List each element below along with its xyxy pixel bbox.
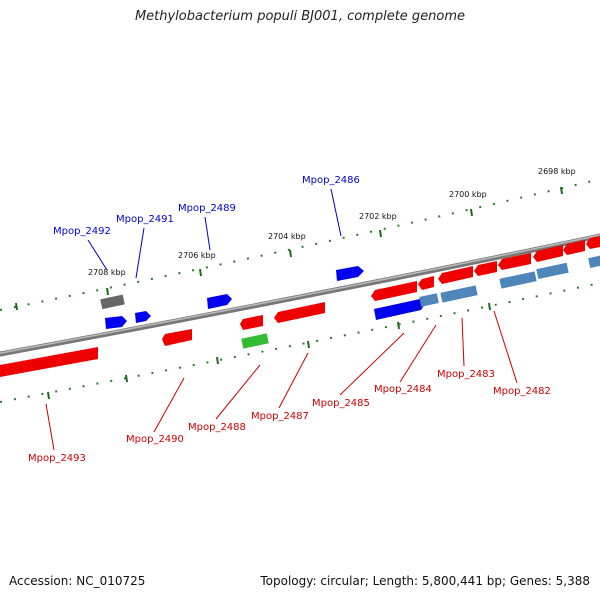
bottom-leaders <box>45 310 518 451</box>
gene-label-mpop-2490[interactable]: Mpop_2490 <box>126 434 184 445</box>
gene-label-mpop-2493[interactable]: Mpop_2493 <box>28 453 86 464</box>
gene-label-mpop-2492[interactable]: Mpop_2492 <box>53 226 111 237</box>
gene-label-mpop-2483[interactable]: Mpop_2483 <box>437 369 495 380</box>
tick-label-2698: 2698 kbp <box>538 167 576 176</box>
gene-reverse[interactable] <box>498 253 531 270</box>
tick-label-2702: 2702 kbp <box>359 212 397 221</box>
gene-other[interactable] <box>588 254 600 268</box>
other-genes <box>419 254 600 307</box>
gene-reverse[interactable] <box>371 281 417 301</box>
reverse-genes <box>0 235 600 377</box>
forward-genes <box>100 266 425 329</box>
scale-track-inner <box>0 282 600 403</box>
gene-label-mpop-2489[interactable]: Mpop_2489 <box>178 203 236 214</box>
gene-label-mpop-2485[interactable]: Mpop_2485 <box>312 398 370 409</box>
gene-reverse[interactable] <box>418 276 434 290</box>
top-leaders <box>87 188 342 279</box>
gene-reverse[interactable] <box>586 235 600 249</box>
gene-other[interactable] <box>419 293 439 307</box>
gene-other[interactable] <box>536 262 569 280</box>
gene-label-mpop-2484[interactable]: Mpop_2484 <box>374 384 432 395</box>
gene-forward[interactable] <box>374 299 425 320</box>
gene-rna[interactable] <box>241 333 269 349</box>
tick-label-2708: 2708 kbp <box>88 268 126 277</box>
gene-reverse[interactable] <box>438 266 473 284</box>
gene-reverse[interactable] <box>162 329 192 346</box>
gene-label-mpop-2487[interactable]: Mpop_2487 <box>251 411 309 422</box>
gene-reverse[interactable] <box>563 240 585 255</box>
gene-reverse[interactable] <box>533 245 563 262</box>
gene-other[interactable] <box>499 271 537 289</box>
genome-summary: Topology: circular; Length: 5,800,441 bp… <box>260 574 590 588</box>
gene-forward[interactable] <box>336 266 364 281</box>
gene-reverse[interactable] <box>274 302 325 323</box>
map-title: Methylobacterium populi BJ001, complete … <box>134 9 466 24</box>
tick-label-2706: 2706 kbp <box>178 251 216 260</box>
tick-label-2700: 2700 kbp <box>449 190 487 199</box>
gene-label-mpop-2488[interactable]: Mpop_2488 <box>188 422 246 433</box>
gene-other[interactable] <box>440 285 478 303</box>
scale-track-outer <box>0 178 600 311</box>
gene-forward[interactable] <box>207 294 232 309</box>
gene-reverse[interactable] <box>240 315 263 330</box>
gene-label-mpop-2491[interactable]: Mpop_2491 <box>116 214 174 225</box>
tick-label-2704: 2704 kbp <box>268 232 306 241</box>
gene-reverse[interactable] <box>0 347 98 377</box>
major-ticks <box>15 186 563 400</box>
gene-label-mpop-2482[interactable]: Mpop_2482 <box>493 386 551 397</box>
gene-reverse[interactable] <box>474 261 497 276</box>
genome-backbone <box>0 233 600 357</box>
gene-forward[interactable] <box>135 311 151 323</box>
gene-forward[interactable] <box>105 316 127 329</box>
accession-label: Accession: NC_010725 <box>9 574 146 588</box>
gene-label-mpop-2486[interactable]: Mpop_2486 <box>302 175 360 186</box>
gene-pseudo[interactable] <box>100 294 125 310</box>
